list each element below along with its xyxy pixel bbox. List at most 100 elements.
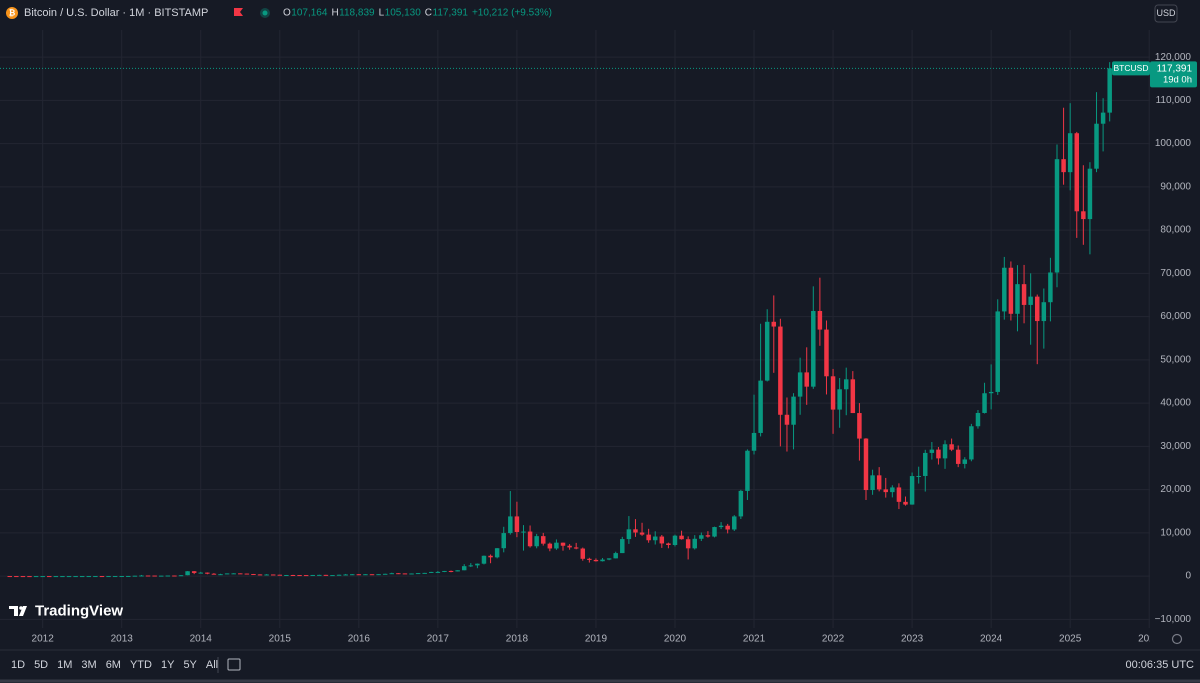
toolbar [0, 650, 1200, 683]
ohlc-value: 105,130 [385, 8, 422, 19]
candle-body [573, 547, 579, 549]
candle-body [843, 379, 849, 390]
candle-body [369, 574, 375, 576]
y-tick-label: 40,000 [1160, 398, 1191, 409]
range-button[interactable]: 6M [106, 659, 121, 671]
candle-body [817, 310, 823, 330]
candle-body [40, 576, 45, 578]
range-button[interactable]: All [206, 659, 218, 671]
candle-body [600, 559, 605, 562]
candle-body [277, 574, 283, 576]
candle-body [830, 376, 836, 410]
range-button[interactable]: 1M [57, 659, 72, 671]
candle-body [784, 414, 790, 425]
candle-body [7, 576, 12, 578]
candle-body [389, 573, 395, 575]
candle-body [191, 571, 197, 573]
candle-body [336, 574, 342, 576]
range-button[interactable]: 5Y [183, 659, 197, 671]
candle-body [699, 535, 704, 539]
ohlc-change: +10,212 (+9.53%) [472, 8, 552, 19]
candle-body [666, 543, 671, 546]
x-tick-label: 2016 [348, 634, 371, 645]
candle-body [639, 532, 645, 535]
range-button[interactable]: 1D [11, 659, 25, 671]
candle-body [1067, 133, 1073, 173]
candle-body [962, 459, 968, 464]
y-tick-label: 30,000 [1160, 441, 1191, 452]
logo-text: TradingView [35, 602, 123, 619]
candle-body [488, 555, 493, 558]
candle-body [712, 527, 717, 537]
candle-body [1100, 112, 1106, 124]
candle-body [942, 444, 948, 459]
candle-body [567, 545, 572, 548]
range-button[interactable]: YTD [130, 659, 152, 671]
candle-body [890, 487, 895, 493]
candle-body [824, 329, 829, 377]
x-tick-label: 2021 [743, 634, 766, 645]
candle-body [33, 576, 39, 578]
candle-body [119, 576, 124, 578]
symbol-icon [6, 7, 18, 19]
candle-body [514, 516, 520, 532]
x-tick-label: 2019 [585, 634, 608, 645]
x-tick-label: 2012 [32, 634, 55, 645]
candle-body [238, 573, 243, 575]
settings-icon[interactable] [1171, 633, 1183, 645]
ohlc-key: H [331, 8, 338, 19]
candle-body [409, 573, 414, 575]
candle-body [1048, 272, 1053, 303]
candle-body [224, 573, 230, 575]
y-tick-label: 10,000 [1160, 527, 1191, 538]
symbol-tag [1112, 61, 1150, 76]
ohlc-key: O [283, 8, 291, 19]
candle-body [1054, 159, 1060, 273]
candle-body [356, 574, 362, 576]
candle-body [903, 501, 908, 505]
candle-body [468, 565, 474, 567]
candle-body [494, 548, 500, 558]
range-button[interactable]: 3M [81, 659, 96, 671]
candle-body [896, 487, 902, 502]
candle-body [837, 389, 842, 410]
candle-body [205, 572, 210, 574]
candle-body [317, 574, 322, 576]
range-button[interactable]: 1Y [161, 659, 175, 671]
x-axis: 2012 2013 2014 2015 2016 2017 2018 2019 2020 2021… [32, 634, 1161, 645]
candle-body [132, 575, 138, 577]
candle-body [593, 559, 599, 562]
flag-icon[interactable] [234, 8, 243, 16]
candle-body [679, 535, 684, 540]
ohlc-key: L [379, 8, 385, 19]
candle-body [883, 489, 888, 493]
candle-body [771, 321, 777, 327]
candle-body [60, 576, 65, 578]
candle-body [791, 396, 796, 425]
symbol-title[interactable]: Bitcoin / U.S. Dollar · 1M · BITSTAMP [24, 7, 208, 19]
y-axis: −10,000 0 10,000 20,000 30,000 40,000 50,000 60… [1155, 52, 1192, 625]
candle-body [949, 444, 954, 450]
ohlc-value: 118,839 [339, 8, 375, 19]
clock: 00:06:35 UTC [1126, 659, 1195, 671]
candle-body [725, 525, 730, 530]
x-tick-label: 2018 [506, 634, 529, 645]
candle-body [929, 449, 935, 453]
x-tick-label: 2026 [1138, 634, 1161, 645]
candle-body [330, 575, 335, 577]
candle-body [165, 575, 171, 577]
candle-body [685, 539, 691, 549]
date-range-icon[interactable] [227, 658, 241, 671]
currency-button[interactable] [1154, 4, 1178, 23]
candle-body [47, 576, 52, 578]
x-tick-label: 2020 [664, 634, 687, 645]
range-button[interactable]: 5D [34, 659, 48, 671]
candle-body [955, 449, 961, 464]
y-tick-label: 90,000 [1160, 181, 1191, 192]
price-tag [1150, 61, 1197, 88]
currency[interactable]: USD [1156, 8, 1176, 18]
candle-body [1074, 133, 1079, 212]
candle-body [606, 558, 612, 560]
candle-body [732, 516, 737, 530]
logo-dot [19, 606, 23, 610]
